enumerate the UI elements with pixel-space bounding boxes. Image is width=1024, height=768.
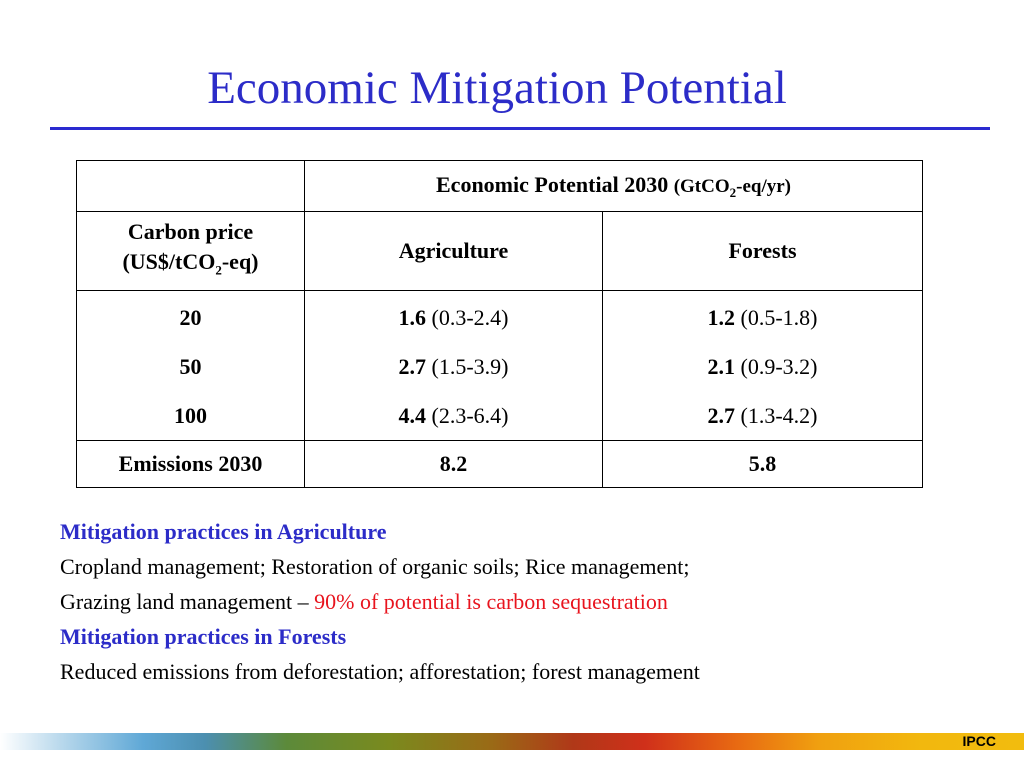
forests-cell: 2.7 (1.3-4.2) xyxy=(601,391,924,441)
forest-practices-heading: Mitigation practices in Forests xyxy=(60,624,347,649)
emissions-label: Emissions 2030 xyxy=(76,440,305,488)
forests-cell: 2.1 (0.9-3.2) xyxy=(601,342,924,391)
agriculture-practices-line2-text: Grazing land management – xyxy=(60,589,315,614)
economic-potential-table: Economic Potential 2030 (GtCO2-eq/yr) Ca… xyxy=(76,160,924,488)
header-unit-sub: 2 xyxy=(729,184,737,200)
agriculture-cell: 2.7 (1.5-3.9) xyxy=(304,342,603,391)
agriculture-practices-line1: Cropland management; Restoration of orga… xyxy=(60,554,690,579)
forest-practices-line1: Reduced emissions from deforestation; af… xyxy=(60,659,700,684)
forests-value: 2.7 xyxy=(707,402,736,428)
carbon-price-label: Carbon price xyxy=(127,218,254,244)
sequestration-highlight: 90% of potential is carbon sequestration xyxy=(314,589,668,614)
footer-gradient-bar xyxy=(0,733,1024,750)
agriculture-range: (1.5-3.9) xyxy=(431,353,509,379)
carbon-price-unit-post: -eq) xyxy=(221,248,259,274)
price-cell: 100 xyxy=(76,391,305,441)
header-unit: (GtCO2-eq/yr) xyxy=(673,175,792,200)
mitigation-notes: Mitigation practices in Agriculture Crop… xyxy=(60,514,1000,689)
price-cell: 50 xyxy=(76,342,305,391)
economic-potential-header: Economic Potential 2030 (GtCO2-eq/yr) xyxy=(303,160,924,212)
agriculture-practices-heading: Mitigation practices in Agriculture xyxy=(60,519,387,544)
header-main-text: Economic Potential 2030 xyxy=(436,171,669,197)
forests-value: 2.1 xyxy=(707,353,736,379)
agriculture-practices-line2: Grazing land management – 90% of potenti… xyxy=(60,584,1000,619)
ipcc-footer-label: IPCC xyxy=(962,733,996,749)
emissions-forests: 5.8 xyxy=(601,440,924,488)
agriculture-value: 4.4 xyxy=(398,402,427,428)
forests-cell: 1.2 (0.5-1.8) xyxy=(601,290,924,342)
header-unit-post: -eq/yr) xyxy=(736,175,792,197)
slide-title: Economic Mitigation Potential xyxy=(207,62,787,114)
table-row: 20 1.6 (0.3-2.4) 1.2 (0.5-1.8) xyxy=(76,290,924,342)
agriculture-value: 1.6 xyxy=(398,304,427,330)
forests-range: (0.9-3.2) xyxy=(740,353,818,379)
table-row: 50 2.7 (1.5-3.9) 2.1 (0.9-3.2) xyxy=(76,342,924,391)
table-header-row: Economic Potential 2030 (GtCO2-eq/yr) xyxy=(76,160,924,212)
table-row: 100 4.4 (2.3-6.4) 2.7 (1.3-4.2) xyxy=(76,391,924,441)
price-cell: 20 xyxy=(76,290,305,342)
title-divider xyxy=(50,127,990,130)
carbon-price-unit-sub: 2 xyxy=(215,262,222,278)
emissions-agriculture: 8.2 xyxy=(304,440,603,488)
carbon-price-unit-pre: (US$/tCO xyxy=(122,248,216,274)
forests-value: 1.2 xyxy=(707,304,736,330)
header-unit-pre: (GtCO xyxy=(673,175,730,197)
agriculture-range: (0.3-2.4) xyxy=(431,304,509,330)
agriculture-range: (2.3-6.4) xyxy=(431,402,509,428)
forests-range: (1.3-4.2) xyxy=(740,402,818,428)
table-subheader-row: Carbon price (US$/tCO2-eq) Agriculture F… xyxy=(76,211,924,291)
empty-corner-cell xyxy=(76,160,305,212)
agriculture-column-header: Agriculture xyxy=(304,211,603,291)
forests-range: (0.5-1.8) xyxy=(740,304,818,330)
forests-column-header: Forests xyxy=(601,211,924,291)
emissions-row: Emissions 2030 8.2 5.8 xyxy=(76,440,924,488)
agriculture-cell: 1.6 (0.3-2.4) xyxy=(304,290,603,342)
agriculture-cell: 4.4 (2.3-6.4) xyxy=(304,391,603,441)
carbon-price-header: Carbon price (US$/tCO2-eq) xyxy=(76,211,305,291)
agriculture-value: 2.7 xyxy=(398,353,427,379)
